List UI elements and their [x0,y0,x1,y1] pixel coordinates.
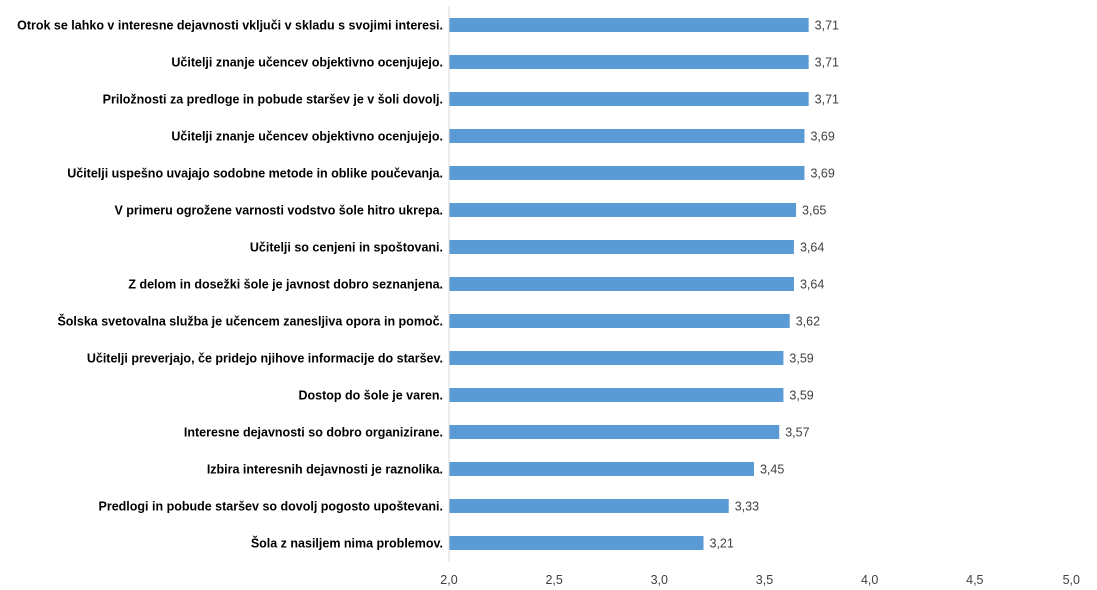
value-label: 3,21 [710,537,734,551]
category-label: Z delom in dosežki šole je javnost dobro… [128,278,443,292]
bar [449,166,805,180]
category-label: Šola z nasiljem nima problemov. [251,536,443,551]
category-label: Interesne dejavnosti so dobro organizira… [184,426,443,440]
category-label: Učitelji znanje učencev objektivno ocenj… [171,56,443,70]
category-label: Učitelji preverjajo, če pridejo njihove … [87,352,443,366]
value-label: 3,69 [810,167,834,181]
category-labels: Otrok se lahko v interesne dejavnosti vk… [17,19,443,551]
category-label: Predlogi in pobude staršev so dovolj pog… [99,500,443,514]
value-label: 3,62 [796,315,820,329]
bar [449,388,784,402]
bar [449,129,805,143]
x-tick-label: 4,0 [861,573,878,587]
value-label: 3,69 [810,130,834,144]
value-label: 3,64 [800,278,824,292]
x-tick-label: 3,0 [651,573,668,587]
bar [449,18,809,32]
value-label: 3,45 [760,463,784,477]
category-label: Učitelji so cenjeni in spoštovani. [250,241,443,255]
bar [449,314,790,328]
bars-group [449,18,809,550]
category-label: Šolska svetovalna služba je učencem zane… [57,314,443,329]
bar [449,351,784,365]
value-label: 3,64 [800,241,824,255]
category-label: Izbira interesnih dejavnosti je raznolik… [207,463,443,477]
bar [449,203,797,217]
category-label: Dostop do šole je varen. [299,389,443,403]
value-labels: 3,71 3,71 3,71 3,69 3,69 3,65 3,64 3,64 3,62 3,59… [710,19,840,551]
bar [449,55,809,69]
category-label: Učitelji znanje učencev objektivno ocenj… [171,130,443,144]
category-label: Učitelji uspešno uvajajo sodobne metode … [67,167,443,181]
value-label: 3,71 [815,56,839,70]
x-tick-label: 2,5 [545,573,562,587]
bar [449,277,794,291]
bar [449,499,729,513]
bar [449,462,754,476]
x-tick-label: 4,5 [966,573,983,587]
x-axis-tick-labels: 2,0 2,5 3,0 3,5 4,0 4,5 5,0 [440,573,1080,587]
value-label: 3,33 [735,500,759,514]
x-tick-label: 5,0 [1063,573,1080,587]
category-label: V primeru ogrožene varnosti vodstvo šole… [114,204,443,218]
x-tick-label: 2,0 [440,573,457,587]
value-label: 3,65 [802,204,826,218]
x-tick-label: 3,5 [756,573,773,587]
value-label: 3,71 [815,19,839,33]
value-label: 3,59 [789,389,813,403]
bar [449,425,780,439]
bar [449,240,794,254]
value-label: 3,59 [789,352,813,366]
value-label: 3,71 [815,93,839,107]
value-label: 3,57 [785,426,809,440]
bar [449,536,704,550]
bar [449,92,809,106]
category-label: Priložnosti za predloge in pobude starše… [103,93,443,107]
category-label: Otrok se lahko v interesne dejavnosti vk… [17,19,443,33]
